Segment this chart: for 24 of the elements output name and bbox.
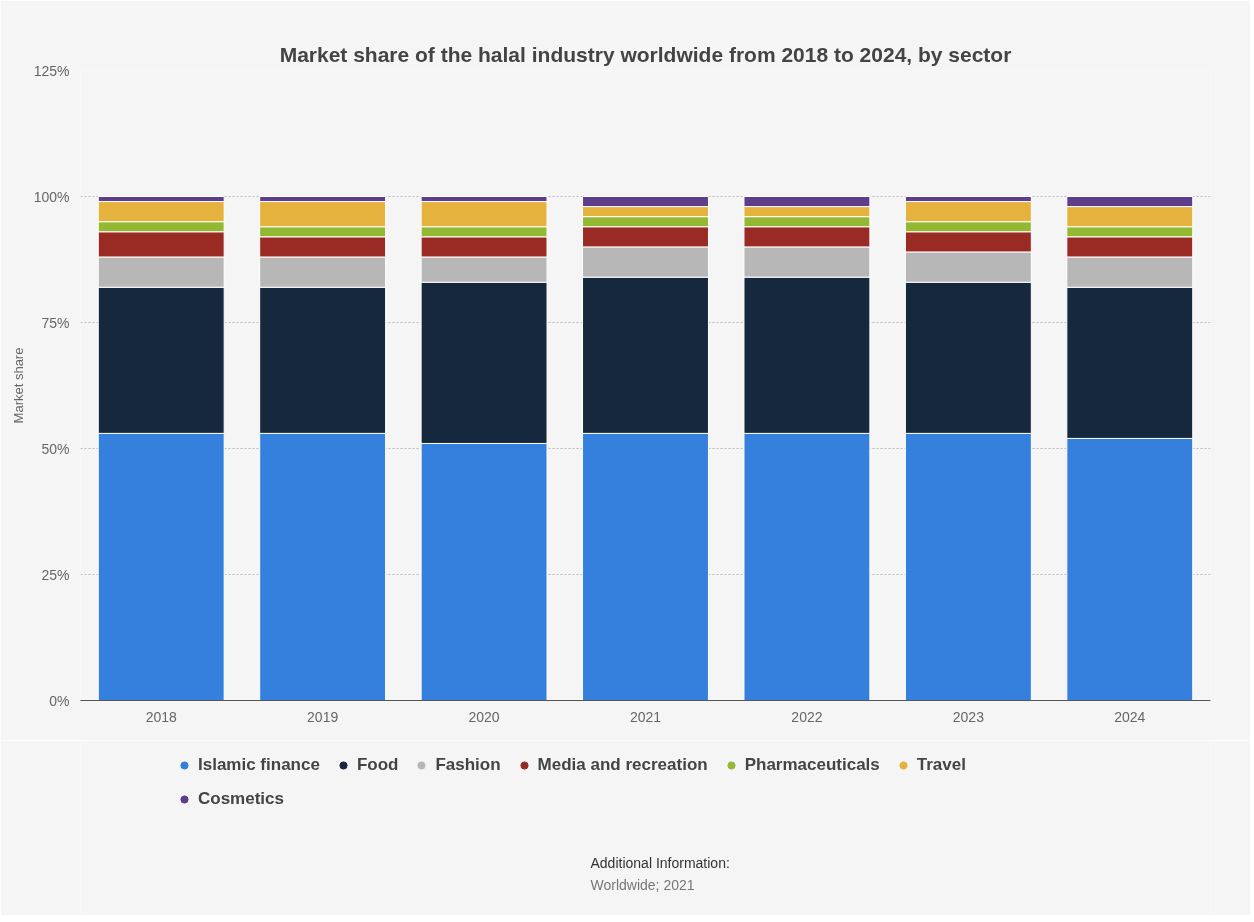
legend-label: Media and recreation [537, 755, 708, 775]
legend-label: Food [356, 755, 399, 775]
chart-title: Market share of the halal industry worldwide from 2018 to 2024, by sector [279, 42, 1012, 66]
x-tick-label: 2019 [307, 708, 339, 725]
legend-label: Islamic finance [198, 755, 320, 775]
text: Additional Information: [590, 854, 730, 871]
text: Worldwide; 2021 [590, 876, 695, 893]
y-axis-title: Market share [10, 347, 26, 424]
legend-label: Travel [916, 755, 966, 775]
x-tick-label: 2020 [468, 708, 500, 725]
y-tick-label: 0% [49, 692, 70, 709]
y-tick-label: 25% [41, 566, 70, 583]
legend-label: Cosmetics [198, 789, 284, 809]
x-tick-label: 2022 [791, 708, 823, 725]
x-tick-label: 2023 [952, 708, 985, 725]
y-tick-label: 50% [41, 440, 70, 457]
x-tick-label: 2021 [629, 708, 662, 725]
x-tick-label: 2024 [1114, 708, 1146, 725]
y-tick-label: 100% [33, 188, 70, 205]
legend-label: Pharmaceuticals [744, 755, 880, 775]
legend-label: Fashion [435, 755, 501, 775]
y-tick-label: 125% [33, 62, 70, 79]
y-tick-label: 75% [41, 314, 70, 331]
x-tick-label: 2018 [145, 708, 177, 725]
